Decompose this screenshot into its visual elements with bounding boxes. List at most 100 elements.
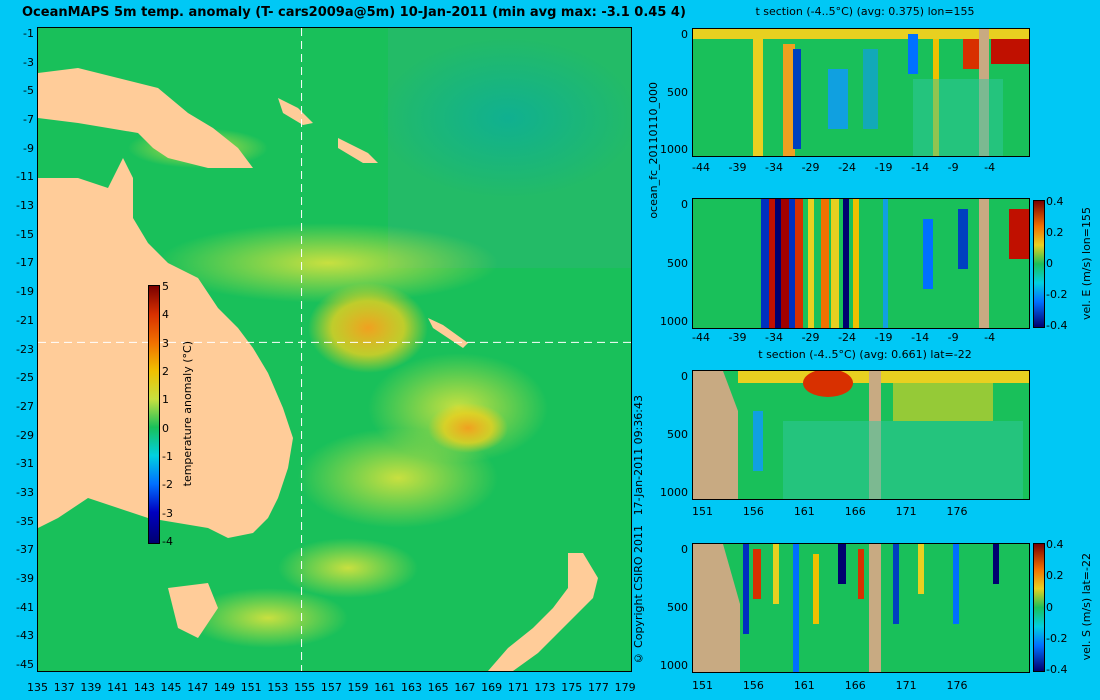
panel2-colorbar-tick: 0.4 (1046, 195, 1064, 208)
panel4-colorbar-tick: 0.2 (1046, 569, 1064, 583)
lon-tick-label: 165 (427, 681, 449, 694)
lat-tick-label: -7 (23, 113, 34, 127)
lat-tick-label: -19 (16, 285, 34, 299)
panel4-colorbar-tick: -0.4 (1046, 663, 1068, 676)
map-colorbar-tick: 4 (162, 308, 169, 322)
panel2-x-tick: -24 (838, 331, 857, 344)
lat-tick-label: -5 (23, 84, 34, 98)
panel2-colorbar-label-wrap: vel. E (m/s) lon=155 (1080, 200, 1093, 326)
panel3-x-tick: 166 (844, 505, 866, 518)
panel3-title: t section (-4..5°C) (avg: 0.661) lat=-22 (758, 348, 972, 361)
panel2-colorbar-ticks: 0.4 0.2 0 -0.2 -0.4 (1046, 195, 1076, 332)
lon-tick-label: 139 (80, 681, 102, 694)
panel1-plot[interactable] (692, 28, 1030, 157)
panel2-colorbar-tick: -0.4 (1046, 319, 1068, 332)
panel3-x-tick: 176 (946, 505, 968, 518)
panel1-x-tick: -4 (984, 161, 996, 174)
lon-tick-label: 179 (614, 681, 636, 694)
lat-tick-label: -41 (16, 600, 34, 614)
panel2-x-tick: -4 (984, 331, 996, 344)
panel1-x-axis: -44 -39 -34 -29 -24 -19 -14 -9 -4 (692, 161, 1028, 177)
panel1-x-tick: -39 (728, 161, 747, 174)
lon-tick-label: 145 (160, 681, 182, 694)
panel2-y-tick: 0 (681, 198, 688, 211)
panel1-y-axis: 0 500 1000 (650, 28, 688, 156)
lon-tick-label: 155 (294, 681, 316, 694)
lat-tick-label: -31 (16, 457, 34, 471)
panel4-x-tick: 151 (692, 679, 713, 692)
lon-tick-label: 141 (107, 681, 129, 694)
map-colorbar-label-wrap: temperature anomaly (°C) (180, 285, 194, 542)
panel1-x-tick: -9 (947, 161, 959, 174)
panel3-y-tick: 500 (667, 428, 688, 441)
lat-tick-label: -17 (16, 256, 34, 270)
panel2-x-tick: -34 (765, 331, 783, 344)
map-colorbar-tick: 0 (162, 421, 169, 435)
panel2-colorbar (1033, 200, 1045, 328)
anomaly-map[interactable] (37, 27, 632, 672)
lon-tick-label: 149 (213, 681, 235, 694)
panel3-x-axis: 151 156 161 166 171 176 (692, 505, 1028, 521)
lat-tick-label: -25 (16, 371, 34, 385)
copyright-wrap: © Copyright CSIRO 2011 (632, 525, 645, 665)
panel3-x-tick: 161 (793, 505, 815, 518)
map-title: OceanMAPS 5m temp. anomaly (T- cars2009a… (22, 5, 686, 20)
map-colorbar-ticks: 5 4 3 2 1 0 -1 -2 -3 -4 (162, 280, 182, 548)
lon-tick-label: 173 (534, 681, 556, 694)
lon-tick-label: 147 (187, 681, 209, 694)
panel2-plot[interactable] (692, 198, 1030, 329)
panel4-colorbar-label: vel. S (m/s) lat=-22 (1080, 552, 1093, 661)
lat-tick-label: -33 (16, 485, 34, 499)
lon-tick-label: 151 (240, 681, 262, 694)
lat-tick-label: -13 (16, 199, 34, 213)
panel3-y-axis: 0 500 1000 (650, 370, 688, 499)
panel1-x-tick: -34 (765, 161, 783, 174)
panel1-y-tick: 500 (667, 85, 688, 99)
panel2-x-tick: -29 (801, 331, 820, 344)
panel4-x-axis: 151 156 161 166 171 176 (692, 679, 1028, 695)
lat-tick-label: -43 (16, 629, 34, 643)
panel2-y-axis: 0 500 1000 (650, 198, 688, 328)
panel3-y-tick: 1000 (660, 486, 688, 499)
panel4-plot[interactable] (692, 543, 1030, 673)
panel4-colorbar-tick: 0 (1046, 600, 1053, 614)
panel2-x-tick: -39 (728, 331, 747, 344)
lon-tick-label: 161 (374, 681, 396, 694)
panel4-y-tick: 500 (667, 601, 688, 614)
lat-tick-label: -29 (16, 428, 34, 442)
panel2-x-tick: -14 (911, 331, 930, 344)
lat-tick-label: -11 (16, 170, 34, 184)
panel3-x-tick: 171 (895, 505, 917, 518)
panel3-y-tick: 0 (681, 370, 688, 383)
lat-tick-label: -27 (16, 399, 34, 413)
lon-tick-label: 137 (53, 681, 75, 694)
timestamp-label: 17-Jan-2011 09:36:43 (632, 394, 645, 516)
panel2-x-axis: -44 -39 -34 -29 -24 -19 -14 -9 -4 (692, 331, 1028, 347)
map-colorbar-tick: -4 (162, 535, 173, 548)
panel1-y-tick: 0 (681, 28, 688, 41)
lat-axis: -1 -3 -5 -7 -9 -11 -13 -15 -17 -19 -21 -23 -25 -27 -29… (0, 27, 34, 671)
panel3-plot[interactable] (692, 370, 1030, 500)
lat-tick-label: -39 (16, 571, 34, 585)
map-colorbar-tick: -1 (162, 450, 173, 463)
lat-tick-label: -21 (16, 313, 34, 327)
panel4-y-tick: 0 (681, 543, 688, 556)
lon-tick-label: 177 (587, 681, 609, 694)
lon-tick-label: 167 (454, 681, 476, 694)
lon-tick-label: 175 (561, 681, 583, 694)
panel2-y-tick: 500 (667, 256, 688, 270)
map-colorbar-label: temperature anomaly (°C) (180, 340, 194, 487)
panel2-colorbar-tick: 0 (1046, 257, 1053, 270)
map-colorbar-tick: -3 (162, 506, 173, 520)
panel4-x-tick: 171 (895, 679, 917, 692)
panel2-colorbar-label: vel. E (m/s) lon=155 (1080, 206, 1093, 320)
lat-tick-label: -9 (23, 141, 34, 155)
panel2-colorbar-tick: 0.2 (1046, 226, 1064, 239)
panel1-x-tick: -29 (801, 161, 820, 174)
panel1-x-tick: -14 (911, 161, 930, 174)
panel1-y-tick: 1000 (660, 143, 688, 156)
lat-tick-label: -45 (16, 658, 34, 671)
lat-tick-label: -37 (16, 543, 34, 557)
lat-tick-label: -15 (16, 227, 34, 241)
panel1-x-tick: -24 (838, 161, 857, 174)
